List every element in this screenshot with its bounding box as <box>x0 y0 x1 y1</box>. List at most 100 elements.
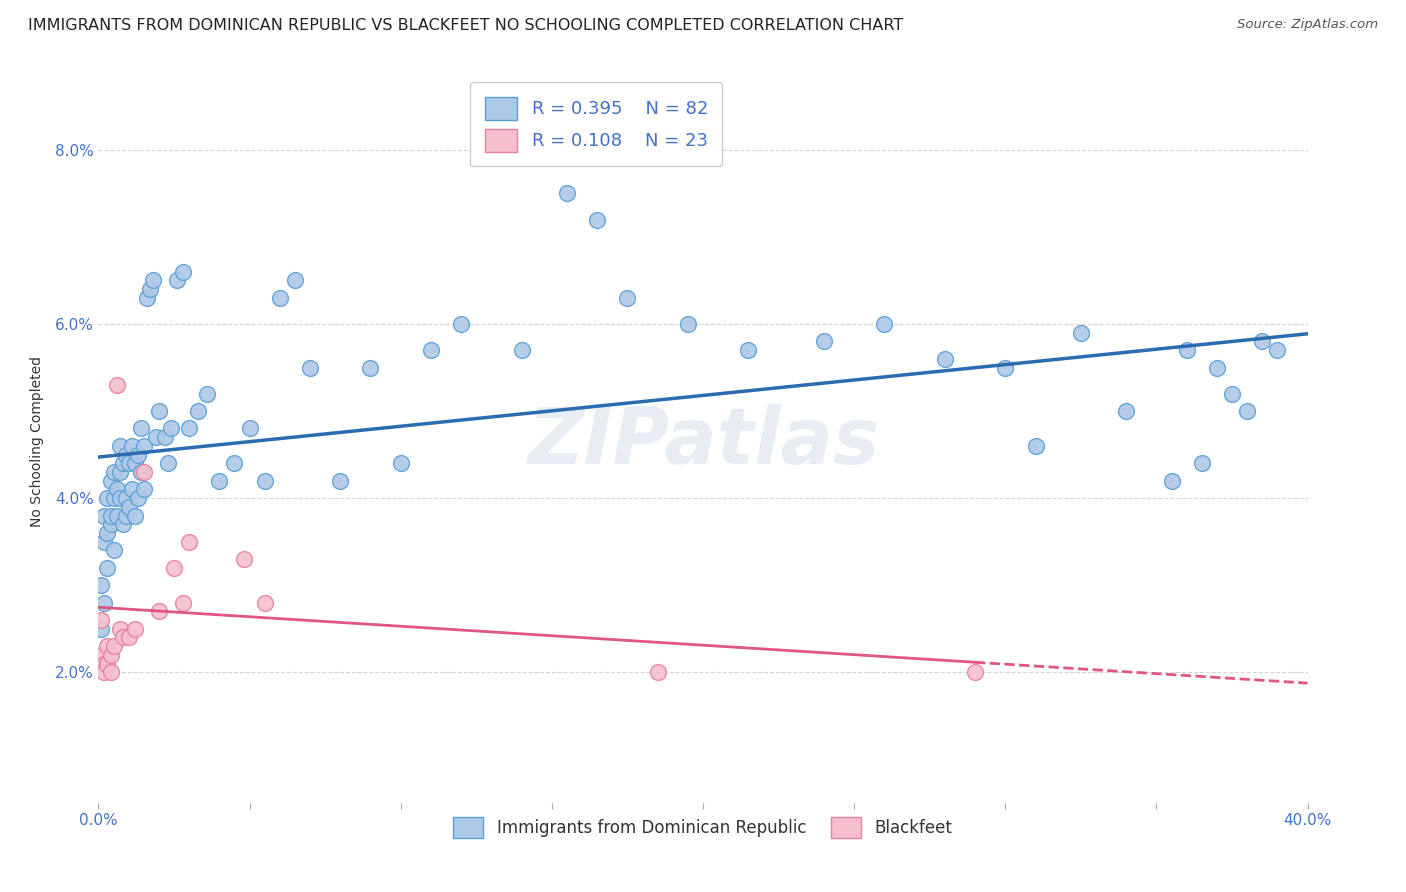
Point <box>1175 343 1198 358</box>
Point <box>510 343 533 358</box>
Y-axis label: No Schooling Completed: No Schooling Completed <box>30 356 44 527</box>
Point <box>142 273 165 287</box>
Point <box>179 421 201 435</box>
Point <box>93 508 115 523</box>
Point <box>148 604 170 618</box>
Point <box>737 343 759 358</box>
Point <box>420 343 443 358</box>
Point <box>224 456 246 470</box>
Point <box>111 517 134 532</box>
Point <box>813 334 835 349</box>
Point <box>586 212 609 227</box>
Point <box>114 508 136 523</box>
Point <box>139 282 162 296</box>
Point <box>616 291 638 305</box>
Point <box>111 631 134 645</box>
Point <box>647 665 669 680</box>
Point <box>1206 360 1229 375</box>
Point <box>96 525 118 540</box>
Point <box>96 491 118 505</box>
Point <box>103 639 125 653</box>
Point <box>118 500 141 514</box>
Point <box>253 596 276 610</box>
Point <box>187 404 209 418</box>
Point <box>934 351 956 366</box>
Point <box>105 483 128 497</box>
Point <box>108 465 131 479</box>
Point <box>93 657 115 671</box>
Point <box>96 657 118 671</box>
Point <box>93 534 115 549</box>
Point <box>179 534 201 549</box>
Point <box>103 465 125 479</box>
Point <box>873 317 896 331</box>
Point <box>329 474 352 488</box>
Point <box>1024 439 1046 453</box>
Point <box>1236 404 1258 418</box>
Point <box>93 596 115 610</box>
Point <box>284 273 307 287</box>
Point <box>90 622 112 636</box>
Point <box>96 639 118 653</box>
Point <box>135 291 157 305</box>
Point <box>90 613 112 627</box>
Point <box>127 491 149 505</box>
Point <box>124 508 146 523</box>
Point <box>114 448 136 462</box>
Point <box>121 483 143 497</box>
Point <box>111 456 134 470</box>
Point <box>90 578 112 592</box>
Point <box>676 317 699 331</box>
Point <box>103 543 125 558</box>
Point <box>153 430 176 444</box>
Point <box>232 552 254 566</box>
Point <box>172 596 194 610</box>
Point <box>129 465 152 479</box>
Point <box>105 508 128 523</box>
Point <box>132 439 155 453</box>
Point <box>108 491 131 505</box>
Point <box>100 508 122 523</box>
Text: Source: ZipAtlas.com: Source: ZipAtlas.com <box>1237 18 1378 31</box>
Point <box>100 648 122 662</box>
Point <box>1115 404 1137 418</box>
Point <box>389 456 412 470</box>
Point <box>166 273 188 287</box>
Point <box>103 491 125 505</box>
Point <box>360 360 382 375</box>
Point <box>114 491 136 505</box>
Legend: Immigrants from Dominican Republic, Blackfeet: Immigrants from Dominican Republic, Blac… <box>447 810 959 845</box>
Point <box>108 439 131 453</box>
Point <box>124 456 146 470</box>
Point <box>239 421 262 435</box>
Point <box>90 648 112 662</box>
Point <box>172 265 194 279</box>
Point <box>1191 456 1213 470</box>
Point <box>100 665 122 680</box>
Point <box>269 291 291 305</box>
Point <box>555 186 578 201</box>
Point <box>124 622 146 636</box>
Point <box>299 360 322 375</box>
Point <box>148 404 170 418</box>
Point <box>195 386 218 401</box>
Point <box>93 665 115 680</box>
Point <box>965 665 987 680</box>
Point <box>96 561 118 575</box>
Point <box>1220 386 1243 401</box>
Point <box>145 430 167 444</box>
Point <box>163 561 186 575</box>
Point <box>121 439 143 453</box>
Point <box>127 448 149 462</box>
Point <box>100 517 122 532</box>
Point <box>100 474 122 488</box>
Point <box>108 622 131 636</box>
Point <box>156 456 179 470</box>
Text: ZIPatlas: ZIPatlas <box>527 403 879 480</box>
Point <box>1251 334 1274 349</box>
Point <box>118 456 141 470</box>
Point <box>118 631 141 645</box>
Point <box>160 421 183 435</box>
Point <box>994 360 1017 375</box>
Point <box>132 465 155 479</box>
